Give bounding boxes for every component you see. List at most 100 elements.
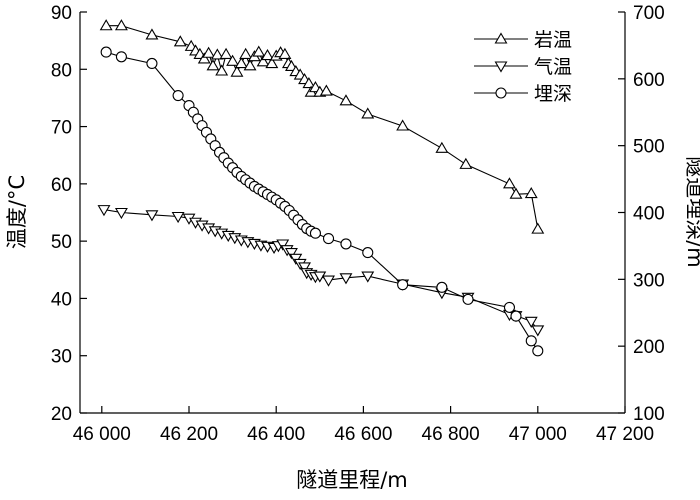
y-right-tick-label: 100	[633, 404, 665, 425]
data-point-burial-depth	[503, 301, 516, 313]
data-point-rock-temp	[219, 47, 233, 59]
data-point-burial-depth	[146, 57, 158, 70]
data-point-rock-temp	[230, 65, 244, 77]
left-y-axis-title: 温度/°C	[5, 175, 29, 249]
series-line-rock-temp	[106, 25, 539, 230]
data-point-rock-temp	[459, 157, 473, 169]
data-point-air-temp	[97, 205, 111, 217]
data-point-rock-temp	[509, 187, 523, 199]
y-right-tick-label: 700	[633, 3, 665, 24]
data-point-rock-temp	[173, 35, 187, 47]
legend-label: 气温	[534, 56, 572, 78]
x-tick-label: 47 000	[509, 424, 567, 445]
series-air-temp	[97, 205, 545, 337]
data-point-rock-temp	[226, 54, 240, 66]
data-point-rock-temp	[202, 46, 216, 58]
data-point-rock-temp	[145, 28, 159, 40]
y-left-tick-label: 70	[51, 118, 72, 139]
y-right-tick-label: 500	[633, 137, 665, 158]
data-point-burial-depth	[525, 335, 537, 347]
data-point-burial-depth	[115, 51, 127, 63]
x-tick-label: 46 800	[422, 424, 480, 445]
data-point-rock-temp	[261, 48, 274, 61]
data-point-air-temp	[322, 275, 335, 287]
legend-item-rock-temp: 岩温	[474, 29, 572, 51]
data-point-air-temp	[114, 207, 128, 220]
y-right-tick-label: 200	[633, 337, 665, 358]
data-point-air-temp	[361, 271, 375, 283]
y-left-tick-label: 30	[51, 347, 72, 368]
data-point-air-temp	[171, 211, 185, 224]
data-point-burial-depth	[309, 227, 321, 239]
legend-triangle-up-marker	[494, 32, 508, 44]
data-point-rock-temp	[215, 64, 229, 76]
data-point-rock-temp	[396, 119, 410, 131]
series-line-air-temp	[103, 209, 539, 331]
data-point-rock-temp	[243, 59, 257, 71]
data-point-rock-temp	[524, 186, 538, 199]
x-tick-label: 46 600	[334, 424, 392, 445]
x-tick-label: 46 400	[247, 424, 305, 445]
x-tick-label: 46 200	[160, 424, 218, 445]
data-point-air-temp	[531, 325, 545, 337]
data-point-air-temp	[313, 271, 327, 283]
y-left-tick-label: 60	[51, 175, 72, 196]
legend: 岩温 气温 埋深	[474, 29, 572, 105]
y-left-tick-label: 80	[51, 60, 72, 81]
y-left-tick-label: 20	[51, 404, 72, 425]
y-right-tick-label: 600	[633, 70, 665, 91]
data-point-rock-temp	[361, 107, 375, 119]
data-point-burial-depth	[532, 345, 544, 357]
data-point-burial-depth	[510, 310, 522, 322]
data-point-rock-temp	[197, 52, 211, 64]
x-tick-label: 47 200	[596, 424, 654, 445]
data-point-rock-temp	[339, 94, 353, 106]
y-right-ticks: 100 200 300 400 500 600 700	[618, 3, 665, 425]
legend-label: 埋深	[534, 83, 572, 105]
data-point-rock-temp	[210, 48, 224, 60]
data-point-burial-depth	[172, 89, 184, 102]
legend-item-air-temp: 气温	[474, 56, 572, 78]
data-point-rock-temp	[206, 59, 220, 71]
series-line-burial-depth	[106, 51, 539, 352]
series-rock-temp	[99, 19, 545, 234]
y-right-tick-label: 300	[633, 270, 665, 291]
data-point-rock-temp	[239, 47, 253, 59]
data-point-air-temp	[298, 262, 311, 274]
x-axis-title: 隧道里程/m	[296, 468, 408, 492]
data-point-rock-temp	[234, 56, 248, 69]
plot-area	[97, 19, 545, 357]
data-point-rock-temp	[252, 45, 266, 57]
data-point-air-temp	[339, 273, 353, 285]
x-ticks: 46 000 46 200 46 400 46 600 46 800 47 000 47 2…	[73, 406, 654, 445]
legend-circle-marker	[495, 87, 507, 99]
data-point-burial-depth	[462, 293, 474, 305]
data-point-rock-temp	[503, 177, 516, 189]
data-point-rock-temp	[99, 19, 113, 31]
data-point-burial-depth	[100, 46, 112, 58]
right-y-axis-title: 隧道埋深/m	[683, 156, 700, 268]
data-point-burial-depth	[340, 238, 352, 250]
data-point-rock-temp	[278, 47, 292, 59]
data-point-rock-temp	[265, 56, 279, 69]
data-point-air-temp	[276, 239, 290, 251]
data-point-burial-depth	[362, 247, 374, 259]
data-point-air-temp	[524, 316, 538, 328]
y-left-tick-label: 40	[51, 289, 72, 310]
data-point-burial-depth	[322, 233, 335, 245]
data-point-burial-depth	[397, 279, 409, 291]
y-right-tick-label: 400	[633, 204, 665, 225]
data-point-rock-temp	[114, 19, 128, 31]
legend-label: 岩温	[534, 29, 572, 51]
legend-item-burial-depth: 埋深	[474, 83, 572, 105]
data-point-rock-temp	[531, 222, 545, 234]
x-tick-label: 46 000	[73, 424, 131, 445]
legend-triangle-down-marker	[494, 61, 508, 73]
series-burial-depth	[100, 46, 544, 357]
data-point-rock-temp	[302, 77, 316, 89]
data-point-air-temp	[285, 248, 298, 260]
y-left-ticks: 20 30 40 50 60 70 80 90	[51, 3, 87, 425]
y-left-tick-label: 50	[51, 232, 72, 253]
data-point-air-temp	[145, 210, 159, 222]
